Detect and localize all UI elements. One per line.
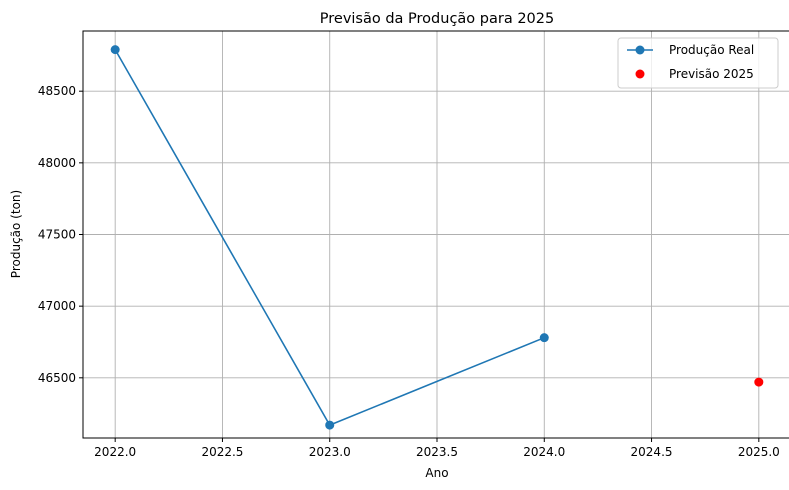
y-tick-label: 48500 xyxy=(38,84,76,98)
legend-label-producao-real: Produção Real xyxy=(669,43,754,57)
legend-label-previsao-2025: Previsão 2025 xyxy=(669,67,754,81)
x-tick-label: 2024.0 xyxy=(523,445,565,459)
x-tick-label: 2022.0 xyxy=(94,445,136,459)
legend-marker-producao-real xyxy=(635,45,645,55)
y-tick-label: 47000 xyxy=(38,299,76,313)
x-tick-label: 2023.5 xyxy=(416,445,458,459)
series-0-point xyxy=(110,45,120,55)
y-tick-label: 48000 xyxy=(38,156,76,170)
y-axis-title: Produção (ton) xyxy=(9,190,23,278)
chart-title: Previsão da Produção para 2025 xyxy=(320,11,554,27)
legend-box xyxy=(617,37,779,89)
legend-marker-previsao-2025 xyxy=(635,69,645,79)
x-axis-title: Ano xyxy=(425,466,448,480)
x-tick-label: 2023.0 xyxy=(309,445,351,459)
series-0-point xyxy=(539,333,549,343)
y-tick-label: 46500 xyxy=(38,371,76,385)
x-tick-label: 2022.5 xyxy=(201,445,243,459)
x-axis: 2022.0 2022.5 2023.0 2023.5 2024.0 2024.5 2025… xyxy=(94,438,780,459)
grid xyxy=(83,31,789,438)
y-tick-label: 47500 xyxy=(38,228,76,242)
y-axis: 46500 47000 47500 48000 48500 xyxy=(38,84,83,385)
x-tick-label: 2024.5 xyxy=(631,445,673,459)
x-tick-label: 2025.0 xyxy=(738,445,780,459)
series-0-point xyxy=(325,420,335,430)
series-layer xyxy=(110,45,764,430)
legend: Produção Real Previsão 2025 xyxy=(617,37,779,89)
series-1-point xyxy=(754,377,764,387)
